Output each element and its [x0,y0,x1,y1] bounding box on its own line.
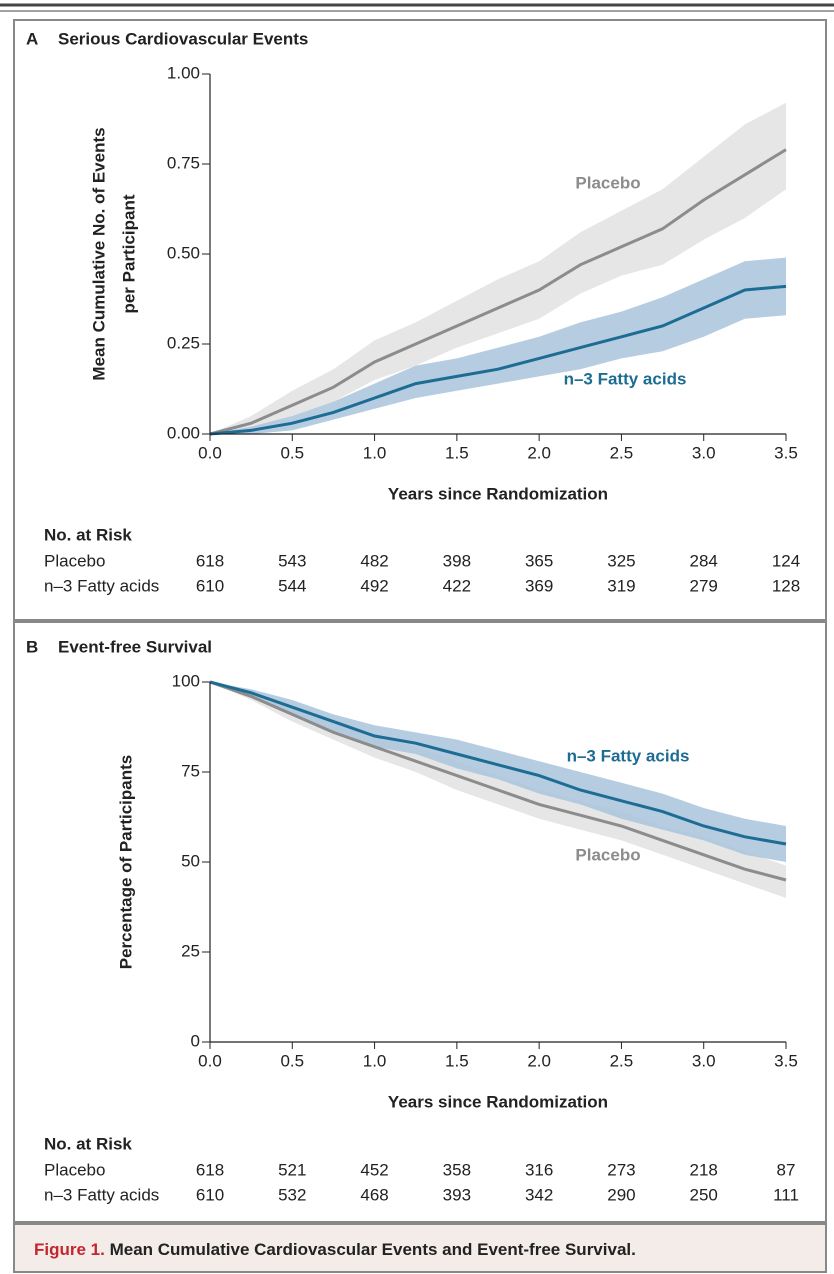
risk-row-name: Placebo [44,1160,105,1179]
x-tick-label: 3.0 [692,443,716,462]
risk-title: No. at Risk [44,1134,132,1153]
y-axis-label: Percentage of Participants [116,755,135,969]
risk-value: 365 [525,551,553,570]
x-tick-label: 0.0 [198,443,222,462]
risk-value: 319 [607,576,635,595]
series-line [209,680,787,846]
risk-value: 316 [525,1160,553,1179]
x-tick-label: 1.0 [363,443,387,462]
risk-value: 218 [690,1160,718,1179]
risk-value: 482 [360,551,388,570]
risk-value: 250 [690,1185,718,1204]
risk-value: 342 [525,1185,553,1204]
x-tick-label: 1.5 [445,1051,469,1070]
risk-value: 543 [278,551,306,570]
risk-value: 128 [772,576,800,595]
caption-label: Figure 1. [34,1240,105,1259]
x-axis-label: Years since Randomization [388,1092,608,1111]
risk-value: 398 [443,551,471,570]
caption-box [13,1223,827,1273]
series-line [209,284,787,436]
x-tick-label: 0.0 [198,1051,222,1070]
risk-value: 468 [360,1185,388,1204]
risk-title: No. at Risk [44,525,132,544]
x-tick-label: 3.5 [774,443,798,462]
risk-value: 422 [443,576,471,595]
risk-value: 452 [360,1160,388,1179]
y-tick-label: 0.00 [167,423,200,442]
y-tick-label: 50 [181,851,200,870]
risk-row-name: n–3 Fatty acids [44,1185,159,1204]
risk-value: 618 [196,1160,224,1179]
x-tick-label: 2.0 [527,443,551,462]
risk-value: 618 [196,551,224,570]
x-tick-label: 0.5 [280,1051,304,1070]
y-tick-label: 25 [181,941,200,960]
risk-value: 492 [360,576,388,595]
y-tick-label: 0.25 [167,333,200,352]
x-axis-label: Years since Randomization [388,484,608,503]
risk-value: 279 [690,576,718,595]
risk-value: 87 [777,1160,796,1179]
risk-value: 521 [278,1160,306,1179]
y-tick-label: 100 [172,671,200,690]
confidence-band [210,257,786,434]
risk-value: 544 [278,576,306,595]
x-tick-label: 1.0 [363,1051,387,1070]
y-tick-label: 0 [191,1031,200,1050]
x-tick-label: 3.5 [774,1051,798,1070]
y-tick-label: 0.75 [167,153,200,172]
x-tick-label: 1.5 [445,443,469,462]
panel-letter: B [26,637,38,656]
chart-title: Event-free Survival [58,637,212,656]
x-tick-label: 2.5 [610,1051,634,1070]
series-label: Placebo [575,173,640,192]
risk-value: 284 [690,551,718,570]
series-label: Placebo [575,845,640,864]
panel-frame [13,19,827,621]
risk-value: 610 [196,1185,224,1204]
caption: Figure 1. Mean Cumulative Cardiovascular… [34,1240,636,1259]
y-tick-label: 0.50 [167,243,200,262]
risk-value: 111 [773,1185,799,1204]
x-tick-label: 2.0 [527,1051,551,1070]
risk-row-name: n–3 Fatty acids [44,576,159,595]
chart-title: Serious Cardiovascular Events [58,29,308,48]
risk-value: 290 [607,1185,635,1204]
confidence-band [210,102,786,435]
risk-value: 532 [278,1185,306,1204]
risk-row-name: Placebo [44,551,105,570]
y-axis-label: per Participant [119,194,138,313]
panel-frame [13,621,827,1223]
x-tick-label: 3.0 [692,1051,716,1070]
confidence-band [210,682,786,862]
risk-value: 325 [607,551,635,570]
y-tick-label: 75 [181,761,200,780]
y-tick-label: 1.00 [167,63,200,82]
caption-text: Mean Cumulative Cardiovascular Events an… [110,1240,636,1259]
risk-value: 273 [607,1160,635,1179]
y-axis-label: Mean Cumulative No. of Events [89,127,108,380]
series-label: n–3 Fatty acids [567,746,690,765]
series-line [209,680,787,882]
risk-value: 124 [772,551,800,570]
panel-letter: A [26,29,38,48]
risk-value: 610 [196,576,224,595]
risk-value: 393 [443,1185,471,1204]
x-tick-label: 2.5 [610,443,634,462]
x-tick-label: 0.5 [280,443,304,462]
series-label: n–3 Fatty acids [564,369,687,388]
series-line [209,148,787,436]
risk-value: 369 [525,576,553,595]
risk-value: 358 [443,1160,471,1179]
